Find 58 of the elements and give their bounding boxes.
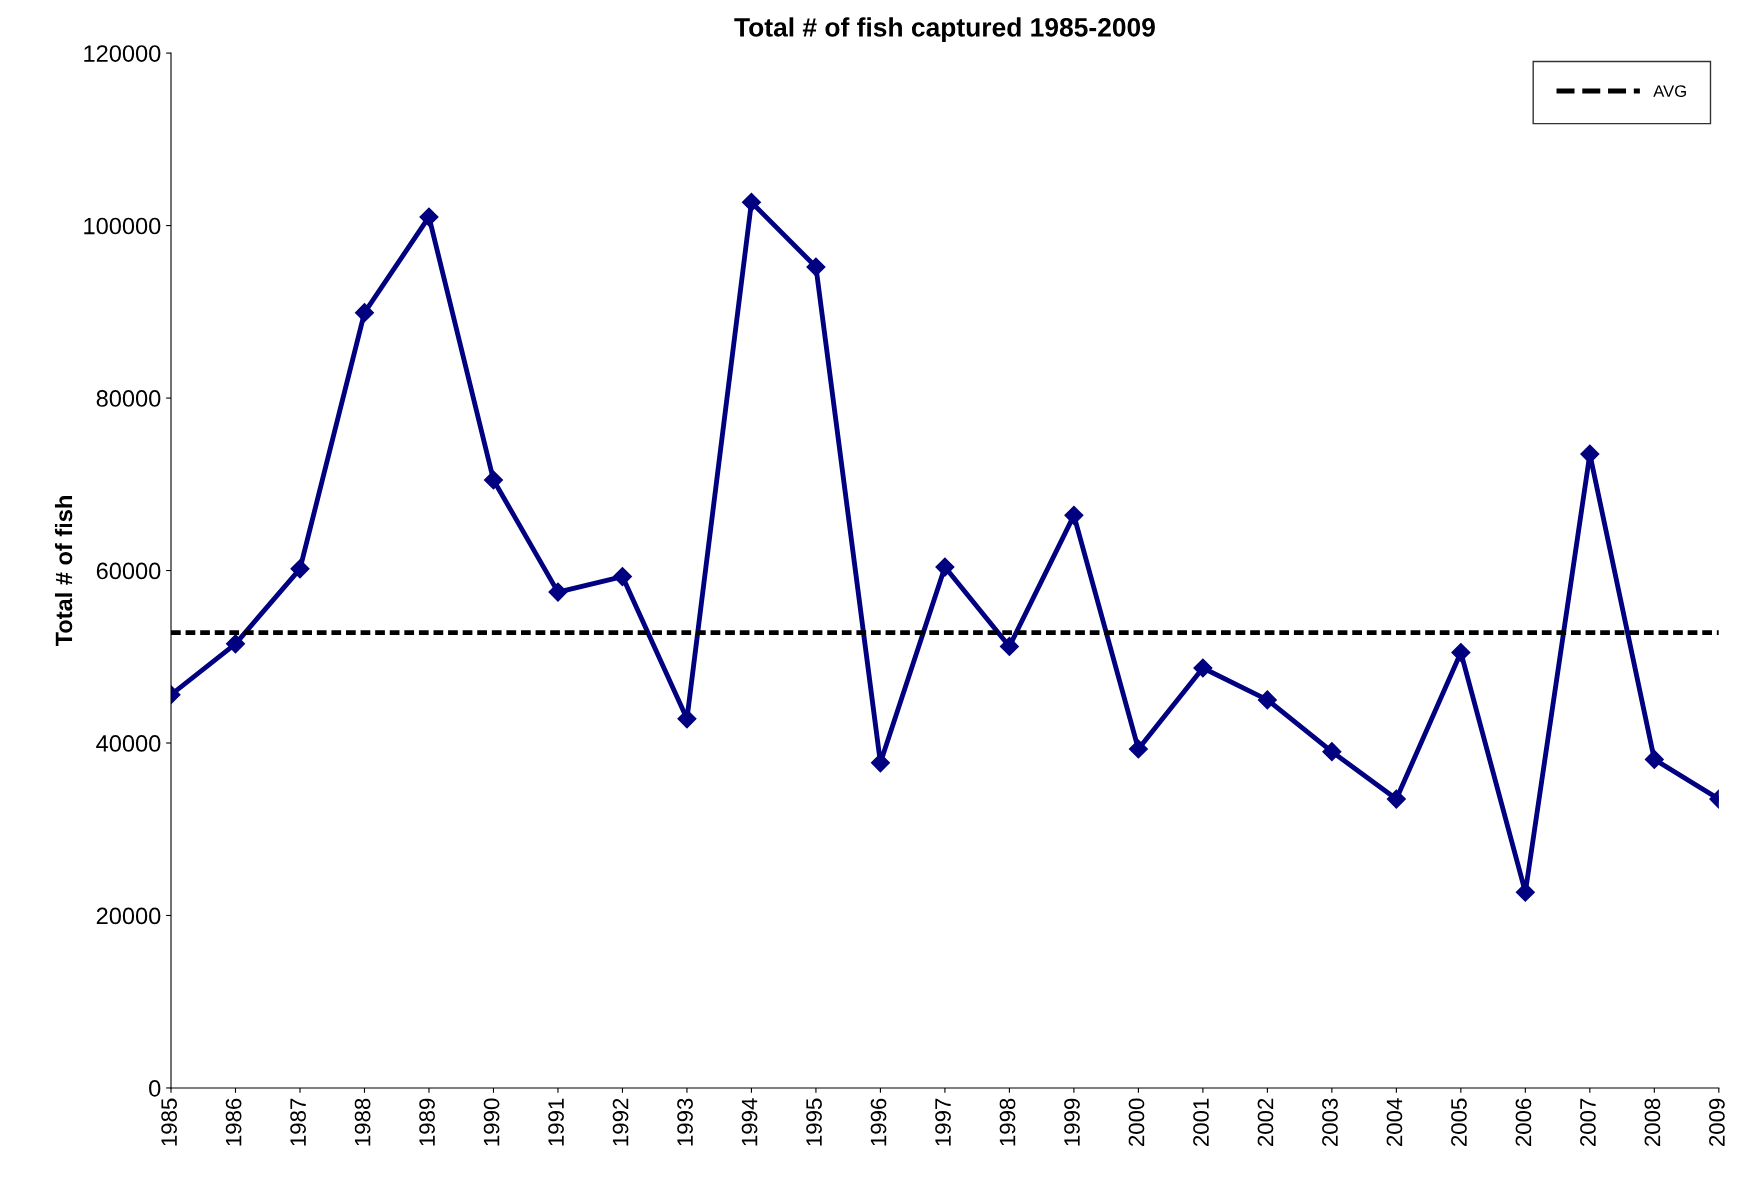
x-tick-label: 1987	[290, 1098, 306, 1146]
point	[677, 709, 697, 729]
x-tick-label: 1996	[870, 1098, 887, 1146]
point	[1064, 505, 1084, 525]
x-tick-label: 1992	[612, 1098, 629, 1146]
point	[548, 582, 568, 602]
x-tick-label: 1985	[161, 1098, 177, 1146]
point	[1257, 690, 1277, 710]
x-tick-label: 2003	[1322, 1098, 1338, 1146]
y-tick-label: 60000	[96, 562, 161, 580]
point	[225, 634, 246, 654]
point	[1644, 749, 1664, 769]
point	[935, 557, 955, 577]
point	[806, 257, 826, 277]
point	[1580, 444, 1600, 464]
point	[419, 207, 439, 227]
x-tick-label: 2008	[1644, 1098, 1661, 1146]
x-tick-label: 1986	[225, 1098, 242, 1146]
y-tick-label: 80000	[96, 390, 161, 407]
x-tick-label: 1995	[806, 1098, 822, 1146]
x-tick-label: 1999	[1064, 1098, 1080, 1146]
point	[1128, 739, 1148, 759]
y-tick-label: 40000	[96, 735, 161, 752]
point	[1322, 742, 1342, 762]
x-tick-label: 1989	[419, 1098, 435, 1146]
y-tick-label: 20000	[96, 907, 161, 925]
x-tick-label: 2002	[1257, 1098, 1274, 1146]
x-tick-label: 2009	[1709, 1098, 1725, 1146]
y-axis-title: Total # of fish	[54, 496, 73, 647]
x-tick-label: 2001	[1193, 1098, 1209, 1146]
y-tick-label: 120000	[84, 45, 161, 62]
x-tick-label: 2000	[1128, 1098, 1145, 1146]
x-tick-label: 1993	[677, 1098, 693, 1146]
x-tick-label: 1988	[354, 1098, 371, 1146]
x-tick-label: 2005	[1451, 1098, 1467, 1146]
x-tick-label: 2004	[1386, 1098, 1403, 1146]
point	[1193, 658, 1213, 678]
point	[870, 753, 890, 773]
x-tick-label: 1990	[483, 1098, 500, 1146]
point	[1386, 789, 1406, 809]
point	[1451, 642, 1471, 662]
x-tick-label: 1998	[999, 1098, 1016, 1146]
point	[612, 567, 632, 587]
y-tick-label: 100000	[84, 217, 161, 235]
x-tick-label: 2007	[1580, 1098, 1596, 1146]
point	[1515, 882, 1535, 902]
x-tick-label: 1994	[741, 1098, 758, 1146]
y-tick-label: 0	[149, 1080, 161, 1097]
x-tick-label: 1997	[935, 1098, 951, 1146]
point	[741, 192, 761, 212]
point	[999, 636, 1019, 656]
point	[290, 559, 310, 579]
x-tick-label: 2006	[1515, 1098, 1532, 1146]
chart-title: Total # of fish captured 1985-2009	[734, 17, 1155, 42]
legend-label: AVG	[1653, 85, 1686, 98]
x-tick-label: 1991	[548, 1098, 564, 1146]
point	[354, 303, 375, 323]
point	[483, 470, 504, 490]
